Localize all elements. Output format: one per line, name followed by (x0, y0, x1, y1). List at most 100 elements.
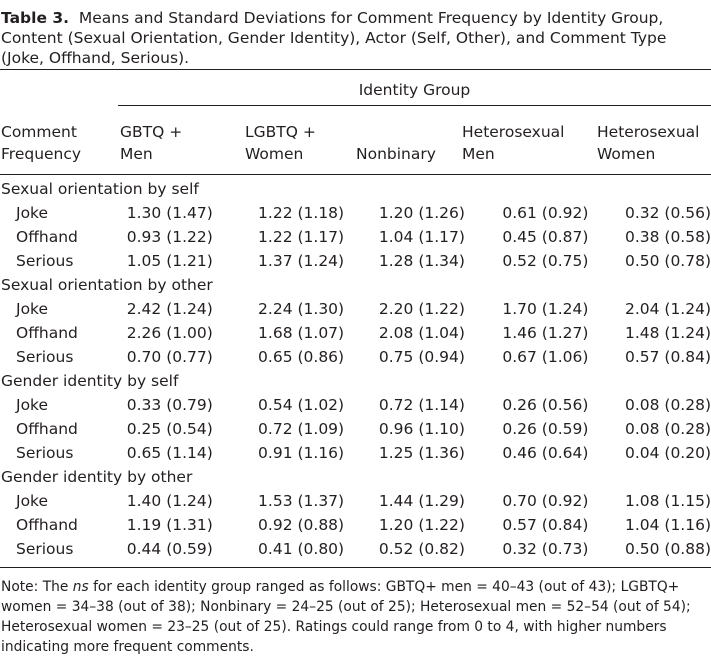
top-rule (0, 69, 711, 70)
cell-value: 0.25 (0.54) (126, 420, 213, 438)
cell-value: 1.30 (1.47) (126, 204, 213, 222)
cell-value: 2.04 (1.24) (624, 300, 711, 318)
cell-value: 1.05 (1.21) (126, 252, 213, 270)
row-label: Serious (16, 540, 74, 558)
table-row: Serious 0.70 (0.77) 0.65 (0.86) 0.75 (0.94)… (0, 345, 711, 369)
cell-value: 0.50 (0.88) (624, 540, 711, 558)
section-title: Gender identity by other (1, 468, 193, 486)
column-header-line-1: Heterosexual (597, 123, 700, 141)
section-row: Sexual orientation by self (0, 177, 711, 201)
row-header-line-1: Comment (1, 123, 77, 141)
column-header-lgbtq-women: LGBTQ + Women (245, 121, 316, 165)
cell-value: 0.70 (0.77) (126, 348, 213, 366)
cell-value: 0.75 (0.94) (378, 348, 465, 366)
column-header-line-1: GBTQ + (120, 123, 183, 141)
row-label: Serious (16, 348, 74, 366)
cell-value: 0.26 (0.59) (502, 420, 589, 438)
cell-value: 1.22 (1.17) (258, 228, 345, 246)
row-label: Serious (16, 444, 74, 462)
column-header-line-1 (356, 121, 436, 143)
table-caption-text: Means and Standard Deviations for Commen… (1, 9, 667, 67)
column-header-gbtq-men: GBTQ + Men (120, 121, 182, 165)
cell-value: 2.20 (1.22) (378, 300, 465, 318)
cell-value: 2.08 (1.04) (378, 324, 465, 342)
cell-value: 1.19 (1.31) (126, 516, 213, 534)
row-label: Offhand (16, 324, 78, 342)
cell-value: 1.28 (1.34) (378, 252, 465, 270)
cell-value: 0.92 (0.88) (258, 516, 345, 534)
cell-value: 0.93 (1.22) (126, 228, 213, 246)
cell-value: 1.40 (1.24) (126, 492, 213, 510)
cell-value: 2.42 (1.24) (126, 300, 213, 318)
column-header-line-2: Nonbinary (356, 145, 436, 163)
table-row: Serious 1.05 (1.21) 1.37 (1.24) 1.28 (1.34)… (0, 249, 711, 273)
cell-value: 0.54 (1.02) (258, 396, 345, 414)
column-header-line-1: LGBTQ + (245, 123, 316, 141)
section-row: Gender identity by other (0, 465, 711, 489)
row-label: Serious (16, 252, 74, 270)
table-row: Joke 0.33 (0.79) 0.54 (1.02) 0.72 (1.14) 0.2… (0, 393, 711, 417)
cell-value: 0.08 (0.28) (624, 420, 711, 438)
table-caption: Table 3. Means and Standard Deviations f… (1, 8, 709, 68)
cell-value: 0.72 (1.09) (258, 420, 345, 438)
table-note: Note: The ns for each identity group ran… (1, 577, 709, 657)
cell-value: 0.70 (0.92) (502, 492, 589, 510)
cell-value: 0.08 (0.28) (624, 396, 711, 414)
cell-value: 0.67 (1.06) (502, 348, 589, 366)
table-row: Joke 2.42 (1.24) 2.24 (1.30) 2.20 (1.22) 1.7… (0, 297, 711, 321)
cell-value: 1.46 (1.27) (502, 324, 589, 342)
cell-value: 1.70 (1.24) (502, 300, 589, 318)
column-header-line-2: Women (597, 145, 656, 163)
cell-value: 0.72 (1.14) (378, 396, 465, 414)
table-row: Offhand 0.93 (1.22) 1.22 (1.17) 1.04 (1.17)… (0, 225, 711, 249)
row-label: Joke (16, 396, 49, 414)
section-row: Gender identity by self (0, 369, 711, 393)
cell-value: 0.65 (1.14) (126, 444, 213, 462)
row-label: Joke (16, 300, 49, 318)
table-row: Offhand 2.26 (1.00) 1.68 (1.07) 2.08 (1.04)… (0, 321, 711, 345)
column-header-line-2: Men (120, 145, 153, 163)
cell-value: 0.32 (0.56) (624, 204, 711, 222)
cell-value: 0.91 (1.16) (258, 444, 345, 462)
data-table: Sexual orientation by self Joke 1.30 (1.47… (0, 177, 711, 561)
identity-group-heading: Identity Group (358, 81, 471, 99)
bottom-rule (0, 567, 711, 568)
cell-value: 0.65 (0.86) (258, 348, 345, 366)
section-title: Gender identity by self (1, 372, 179, 390)
table-row: Joke 1.40 (1.24) 1.53 (1.37) 1.44 (1.29) 0.7… (0, 489, 711, 513)
column-header-heterosexual-women: Heterosexual Women (597, 121, 699, 165)
row-label: Offhand (16, 420, 78, 438)
header-rule (0, 174, 711, 175)
row-label: Offhand (16, 516, 78, 534)
cell-value: 0.46 (0.64) (502, 444, 589, 462)
cell-value: 0.52 (0.75) (502, 252, 589, 270)
row-label: Joke (16, 204, 49, 222)
cell-value: 0.33 (0.79) (126, 396, 213, 414)
cell-value: 1.22 (1.18) (258, 204, 345, 222)
section-row: Sexual orientation by other (0, 273, 711, 297)
cell-value: 0.61 (0.92) (502, 204, 589, 222)
column-header-line-2: Men (462, 145, 495, 163)
cell-value: 1.20 (1.26) (378, 204, 465, 222)
row-header-line-2: Frequency (1, 145, 82, 163)
cell-value: 0.04 (0.20) (624, 444, 711, 462)
table-row: Serious 0.44 (0.59) 0.41 (0.80) 0.52 (0.82)… (0, 537, 711, 561)
table-row: Joke 1.30 (1.47) 1.22 (1.18) 1.20 (1.26) 0.6… (0, 201, 711, 225)
column-header-heterosexual-men: Heterosexual Men (462, 121, 564, 165)
cell-value: 2.24 (1.30) (258, 300, 345, 318)
cell-value: 1.68 (1.07) (258, 324, 345, 342)
note-prefix: Note: The (1, 579, 73, 595)
table-row: Serious 0.65 (1.14) 0.91 (1.16) 1.25 (1.36)… (0, 441, 711, 465)
section-title: Sexual orientation by other (1, 276, 213, 294)
cell-value: 1.08 (1.15) (624, 492, 711, 510)
column-header-line-1: Heterosexual (462, 123, 565, 141)
cell-value: 0.26 (0.56) (502, 396, 589, 414)
identity-group-rule (118, 105, 711, 106)
cell-value: 2.26 (1.00) (126, 324, 213, 342)
cell-value: 0.50 (0.78) (624, 252, 711, 270)
row-label: Joke (16, 492, 49, 510)
cell-value: 0.45 (0.87) (502, 228, 589, 246)
cell-value: 1.44 (1.29) (378, 492, 465, 510)
cell-value: 1.37 (1.24) (258, 252, 345, 270)
